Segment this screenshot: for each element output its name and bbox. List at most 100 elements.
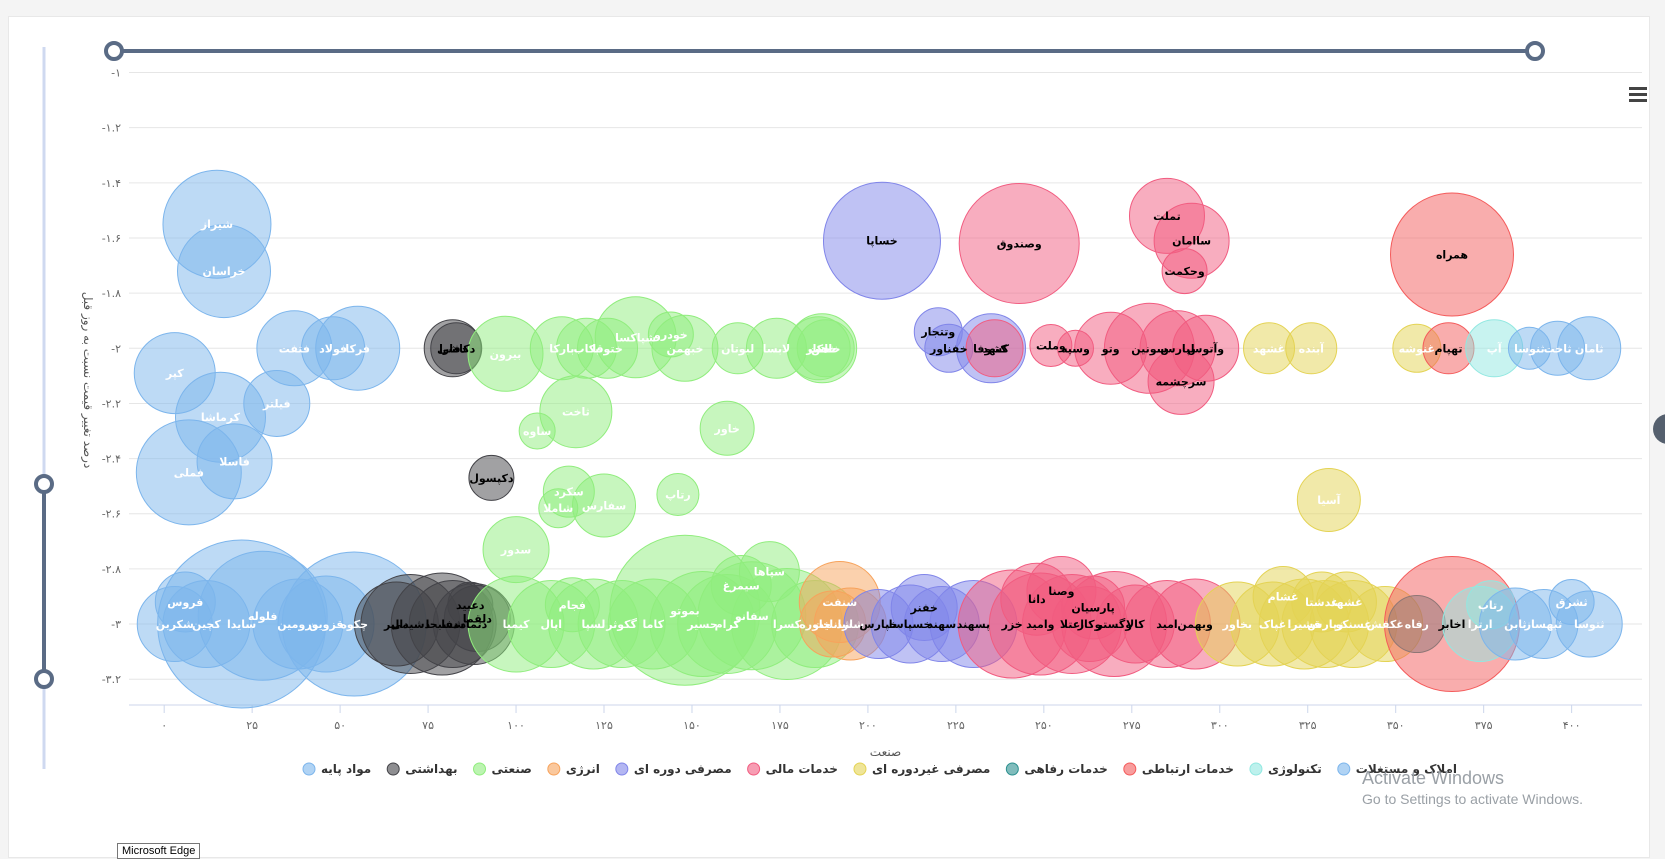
bubble-label: ساامان [1172, 235, 1211, 248]
taskbar-tooltip: Microsoft Edge [117, 843, 201, 859]
bubble[interactable] [822, 181, 941, 300]
bubble-label: امید [1156, 618, 1177, 631]
bubble-label: بخاور [1222, 618, 1252, 631]
bubble[interactable] [965, 319, 1024, 378]
legend-item[interactable]: خدمات ارتباطی [1123, 762, 1234, 776]
bubble[interactable] [196, 423, 273, 500]
bubble-label: فجام [559, 599, 586, 612]
bubble[interactable] [539, 375, 613, 449]
bubble-label: کپر [165, 367, 184, 380]
bubble[interactable] [468, 454, 515, 501]
bubble[interactable] [1555, 590, 1623, 658]
bubble[interactable] [1161, 248, 1208, 295]
bubble-label: ثنوسا [1514, 342, 1544, 355]
y-tick-label: -۱.۶ [102, 232, 121, 245]
bubble-label: دکاشی [437, 342, 475, 355]
bubble-label: شپاکسا [615, 331, 656, 344]
legend-item[interactable]: خدمات رفاهی [1005, 762, 1108, 776]
bubble-label: سکرد [554, 486, 584, 499]
collapse-arrow-icon[interactable] [1653, 414, 1665, 444]
bubble[interactable] [518, 412, 556, 450]
bubble-label: خپارس [859, 618, 897, 631]
bubble-label: خسپاسا [889, 618, 932, 631]
y-tick-label: -۱.۴ [102, 177, 121, 190]
bubble-label: وصندوق [997, 237, 1042, 250]
bubble-label: فولاد [319, 342, 347, 355]
legend-item[interactable]: صنعتی [473, 762, 532, 776]
legend-marker [1337, 762, 1351, 776]
bubble-label: بیرون [490, 348, 522, 361]
legend-marker [853, 762, 867, 776]
bubble[interactable] [699, 400, 755, 456]
bubble[interactable] [656, 472, 700, 516]
bubble[interactable] [958, 182, 1080, 304]
legend-item[interactable]: مواد پایه [302, 762, 371, 777]
bubble-label: تملت [1153, 210, 1181, 223]
x-tick-label: ۳۷۵ [1475, 719, 1493, 732]
legend-item[interactable]: مصرفی غیردوره ای [853, 762, 990, 777]
legend-marker [386, 762, 400, 776]
bubble-label: شکربن [156, 618, 194, 631]
bubble-label: دکپسول [469, 472, 514, 485]
x-tick-label: ۵۰ [334, 719, 346, 732]
x-tick-label: ۳۰۰ [1211, 719, 1229, 732]
bubble-label: وملت [1036, 340, 1066, 353]
hamburger-menu-icon[interactable] [1629, 87, 1647, 103]
legend-item[interactable]: تکنولوژی [1249, 762, 1322, 777]
y-navigator-handle[interactable] [34, 474, 54, 494]
legend-item[interactable]: بهداشتی [386, 762, 458, 776]
bubble[interactable] [786, 316, 851, 381]
bubble-label: دشیمی [391, 618, 431, 631]
bubble-label: رتاپ [665, 488, 691, 501]
bubble[interactable] [1285, 322, 1338, 375]
bubble-label: آبنده [1299, 341, 1324, 355]
bubble[interactable] [1147, 347, 1215, 415]
bubble[interactable] [315, 305, 401, 391]
bubble-label: وحکمت [1164, 265, 1204, 278]
bubble-label: کیمیا [503, 618, 530, 631]
legend-item[interactable]: انرژی [547, 762, 600, 776]
bubble-label: ثشرق [1556, 596, 1588, 609]
bubble-label: کشوفا [973, 342, 1009, 355]
bubble[interactable] [1389, 192, 1514, 317]
bubble[interactable] [738, 541, 800, 603]
bubble-label: زپارس [1307, 618, 1343, 631]
legend-label: املاک و مستغلات [1356, 762, 1457, 777]
bubble-label: کنهد [982, 342, 1007, 355]
bubble-label: کسرا [773, 618, 802, 631]
bubble-label: دتماد [460, 618, 487, 631]
x-navigator-handle[interactable] [1525, 41, 1545, 61]
bubble[interactable] [177, 224, 272, 319]
legend-label: خدمات مالی [766, 762, 838, 776]
bubble-label: تهپام [1434, 342, 1462, 355]
legend-marker [747, 762, 761, 776]
bubble-label: دالبر [383, 618, 409, 631]
bubble-label: بکاب [574, 342, 600, 355]
legend-item[interactable]: مصرفی دوره ای [615, 762, 732, 777]
bubble-label: سپاها [754, 566, 785, 579]
bubble-label: خکار [805, 342, 831, 355]
bubble[interactable] [572, 473, 637, 538]
legend-item[interactable]: املاک و مستغلات [1337, 762, 1457, 777]
bubble-label: اخابر [1438, 618, 1466, 631]
bubble-label: ثامان [1575, 342, 1604, 355]
bubble-label: دسبحا [426, 618, 459, 631]
bubble[interactable] [1557, 316, 1622, 381]
y-tick-label: -۱.۲ [102, 122, 121, 135]
x-tick-label: ۴۰۰ [1563, 719, 1581, 732]
bubble-label: شاملا [543, 502, 573, 515]
bubble-label: فاسلا [219, 455, 250, 468]
x-navigator-handle[interactable] [104, 41, 124, 61]
bubble-label: غشهد [1330, 596, 1362, 609]
y-navigator-handle[interactable] [34, 669, 54, 689]
bubble[interactable] [1296, 467, 1361, 532]
x-tick-label: ۱۰۰ [507, 719, 525, 732]
bubble-label: ثاخت [1544, 342, 1572, 355]
bubble-label: خساپا [866, 235, 898, 248]
bubble-label: بموتو [669, 604, 699, 617]
bubble-label: خفنر [910, 602, 938, 615]
bubble-label: خراسان [203, 265, 246, 278]
bubble-label: دفارا [439, 342, 466, 355]
legend-item[interactable]: خدمات مالی [747, 762, 838, 776]
x-tick-label: ۰ [161, 719, 167, 732]
